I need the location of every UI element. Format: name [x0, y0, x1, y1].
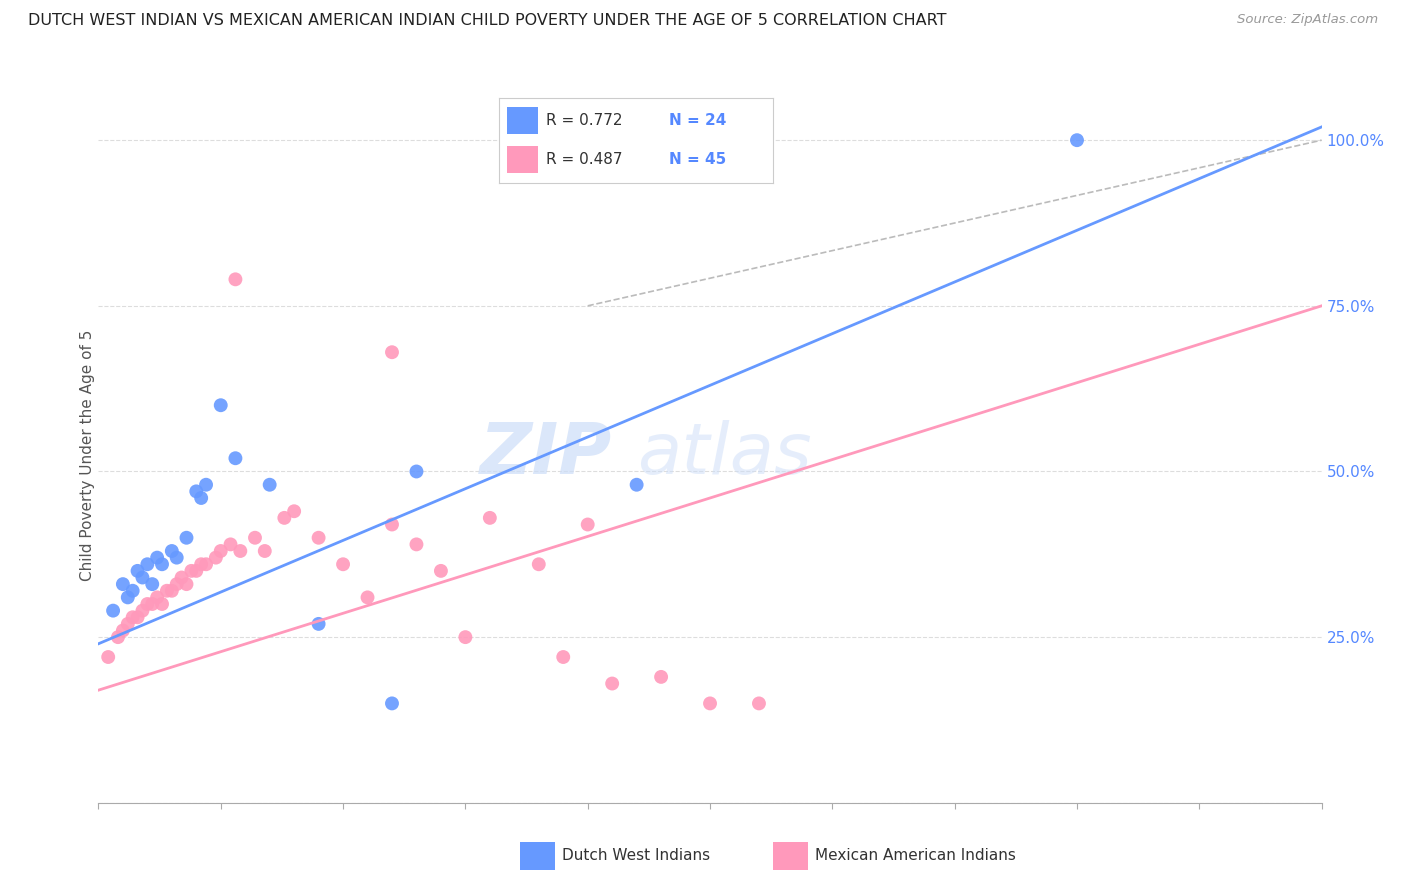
- Point: [127, 564, 149, 578]
- Point: [381, 345, 404, 359]
- Point: [600, 676, 623, 690]
- Bar: [508, 145, 537, 173]
- Point: [101, 604, 124, 618]
- Point: [243, 531, 266, 545]
- Point: [186, 564, 208, 578]
- Point: [136, 597, 159, 611]
- Point: [190, 491, 212, 505]
- Point: [283, 504, 305, 518]
- Point: [166, 577, 188, 591]
- Point: [381, 697, 404, 711]
- Point: [219, 537, 242, 551]
- Point: [454, 630, 477, 644]
- Point: [195, 477, 218, 491]
- Text: ZIP: ZIP: [479, 420, 612, 490]
- Text: N = 45: N = 45: [669, 152, 727, 167]
- Point: [150, 597, 173, 611]
- Text: Source: ZipAtlas.com: Source: ZipAtlas.com: [1237, 13, 1378, 27]
- Point: [160, 583, 183, 598]
- Point: [253, 544, 276, 558]
- Point: [190, 558, 212, 572]
- Point: [141, 597, 163, 611]
- Point: [273, 511, 295, 525]
- Text: atlas: atlas: [637, 420, 811, 490]
- Point: [209, 398, 232, 412]
- Point: [176, 577, 198, 591]
- Point: [166, 550, 188, 565]
- Point: [121, 583, 143, 598]
- Bar: [508, 107, 537, 134]
- Point: [205, 550, 228, 565]
- Text: Dutch West Indians: Dutch West Indians: [562, 848, 710, 863]
- Bar: [773, 842, 808, 871]
- Text: 0.0%: 0.0%: [98, 830, 138, 846]
- Point: [107, 630, 129, 644]
- Point: [131, 570, 153, 584]
- Point: [699, 697, 721, 711]
- Point: [356, 591, 378, 605]
- Point: [650, 670, 672, 684]
- Point: [117, 591, 139, 605]
- Text: N = 24: N = 24: [669, 112, 727, 128]
- Point: [136, 558, 159, 572]
- Point: [576, 517, 599, 532]
- Point: [308, 531, 330, 545]
- Point: [626, 477, 648, 491]
- Point: [127, 610, 149, 624]
- Point: [160, 544, 183, 558]
- Point: [186, 484, 208, 499]
- Point: [97, 650, 120, 665]
- Point: [259, 477, 281, 491]
- Point: [150, 558, 173, 572]
- Point: [131, 604, 153, 618]
- Point: [180, 564, 202, 578]
- Text: Mexican American Indians: Mexican American Indians: [815, 848, 1017, 863]
- Point: [332, 558, 354, 572]
- Point: [308, 616, 330, 631]
- Point: [170, 570, 193, 584]
- Point: [141, 577, 163, 591]
- Point: [1066, 133, 1088, 147]
- Point: [176, 531, 198, 545]
- Point: [527, 558, 550, 572]
- Point: [553, 650, 575, 665]
- Point: [405, 537, 427, 551]
- Point: [224, 272, 246, 286]
- Y-axis label: Child Poverty Under the Age of 5: Child Poverty Under the Age of 5: [80, 329, 94, 581]
- Point: [405, 465, 427, 479]
- Text: 25.0%: 25.0%: [1274, 830, 1322, 846]
- Point: [478, 511, 501, 525]
- Point: [224, 451, 246, 466]
- Point: [229, 544, 252, 558]
- Point: [748, 697, 770, 711]
- Bar: [520, 842, 555, 871]
- Text: DUTCH WEST INDIAN VS MEXICAN AMERICAN INDIAN CHILD POVERTY UNDER THE AGE OF 5 CO: DUTCH WEST INDIAN VS MEXICAN AMERICAN IN…: [28, 13, 946, 29]
- Point: [111, 624, 134, 638]
- Text: R = 0.487: R = 0.487: [546, 152, 623, 167]
- Point: [117, 616, 139, 631]
- Text: R = 0.772: R = 0.772: [546, 112, 623, 128]
- Point: [430, 564, 453, 578]
- Point: [121, 610, 143, 624]
- Point: [146, 550, 169, 565]
- Point: [209, 544, 232, 558]
- Point: [156, 583, 179, 598]
- Point: [111, 577, 134, 591]
- Point: [381, 517, 404, 532]
- Point: [195, 558, 218, 572]
- Point: [146, 591, 169, 605]
